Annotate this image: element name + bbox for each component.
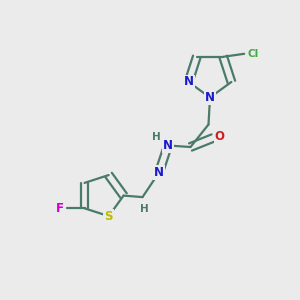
Text: N: N <box>184 76 194 88</box>
Text: H: H <box>140 203 148 214</box>
Text: H: H <box>152 132 161 142</box>
Text: N: N <box>163 139 173 152</box>
Text: S: S <box>104 210 113 223</box>
Text: N: N <box>154 166 164 179</box>
Text: N: N <box>205 91 215 104</box>
Text: F: F <box>56 202 64 215</box>
Text: Cl: Cl <box>247 49 258 59</box>
Text: O: O <box>214 130 225 143</box>
